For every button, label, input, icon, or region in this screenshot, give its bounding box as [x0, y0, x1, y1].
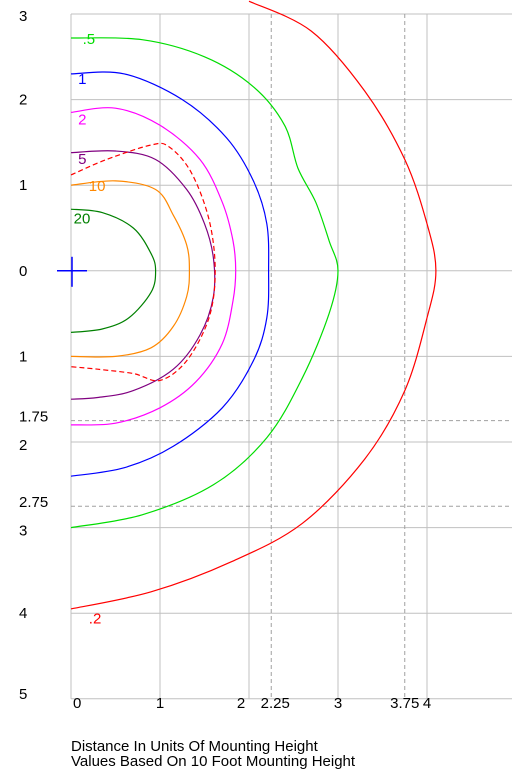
contour-label: 2: [78, 111, 86, 128]
y-tick-label: 1.75: [19, 409, 48, 426]
x-tick-label: 2: [237, 695, 245, 712]
contour-labels: .2 .5 1 2 510 20: [74, 31, 106, 628]
contour-label: 5: [78, 151, 86, 168]
mounting-height-note: Values Based On 10 Foot Mounting Height: [71, 753, 356, 770]
contour-line-p2: [70, 0, 437, 610]
grid-lines: [70, 13, 512, 700]
y-tick-label: 5: [19, 686, 27, 703]
y-tick-label: 0: [19, 263, 27, 280]
x-tick-label: 3: [334, 695, 342, 712]
contour-line-20: [70, 208, 157, 333]
y-tick-label: 2: [19, 437, 27, 454]
y-tick-label: 3: [19, 8, 27, 25]
contour-line-1: [70, 71, 270, 477]
contour-line-10: [70, 180, 190, 358]
luminaire-marker: [57, 256, 87, 287]
x-tick-label: 0: [73, 695, 81, 712]
contour-lines: [70, 0, 437, 610]
x-tick-label: 4: [423, 695, 431, 712]
contour-label: 10: [89, 178, 106, 195]
y-tick-label: 4: [19, 605, 27, 622]
x-tick-label: 3.75: [390, 695, 419, 712]
x-tick-label: 1: [156, 695, 164, 712]
contour-line-dashed: [70, 142, 216, 382]
contour-label: 20: [74, 211, 91, 228]
contour-line-p5: [70, 37, 339, 529]
y-tick-label: 1: [19, 177, 27, 194]
y-tick-labels: 3 2 1 0 1 1.75 2 2.75 3 4 5: [19, 8, 48, 703]
y-tick-label: 2.75: [19, 494, 48, 511]
contour-label: .2: [89, 610, 102, 627]
contour-label: 1: [78, 71, 86, 88]
x-tick-label: 2.25: [261, 695, 290, 712]
contour-label: .5: [83, 31, 96, 48]
x-axis-label: Distance In Units Of Mounting Height: [71, 738, 318, 755]
y-tick-label: 2: [19, 92, 27, 109]
reference-dashed-lines: [71, 14, 512, 699]
y-tick-label: 1: [19, 348, 27, 365]
contour-line-5: [70, 150, 216, 400]
y-tick-label: 3: [19, 523, 27, 540]
contour-line-2: [70, 107, 237, 426]
